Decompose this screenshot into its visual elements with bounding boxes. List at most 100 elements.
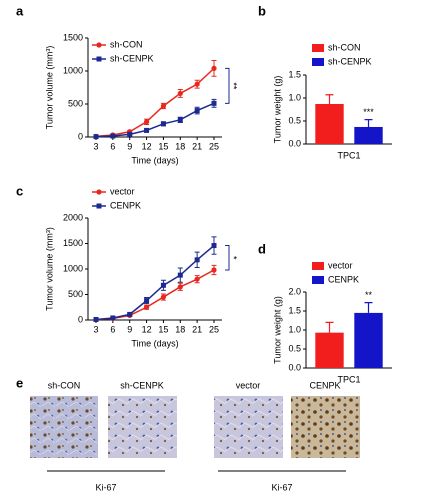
ihc-images [30,396,360,472]
marker-label: Ki-67 [271,482,292,492]
x-tick-label: 9 [127,324,132,334]
bar [354,312,383,368]
x-tick-label: 18 [175,324,185,334]
panel-label: d [258,241,266,256]
significance-bracket [225,67,230,104]
y-tick-label: 500 [68,289,83,299]
image-label: sh-CON [48,380,81,390]
legend-label: CENPK [110,200,141,210]
y-tick-label: 500 [68,98,83,108]
legend-label: vector [110,186,135,196]
y-tick-label: 0 [78,314,83,324]
y-axis-label: Tumor volume (mm³) [44,46,54,130]
ihc-image [108,396,177,458]
error-bar [364,119,373,127]
marker-label: Ki-67 [95,482,116,492]
y-tick-label: 1500 [63,238,83,248]
marker [127,311,133,317]
bar [315,103,344,144]
marker [143,304,150,310]
legend-label: CENPK [328,274,359,284]
x-tick-label: 21 [192,141,202,151]
x-tick-label: 18 [175,141,185,151]
x-tick-label: 25 [209,141,219,151]
marker [144,298,150,304]
y-tick-label: 0.0 [288,362,301,372]
x-tick-label: 12 [142,141,152,151]
y-axis-label: Tumor weight (g) [272,76,282,144]
marker [160,103,167,109]
panel-label: c [16,183,23,198]
significance: * [229,256,239,260]
panel-label: a [16,3,24,18]
y-tick-label: 0.5 [288,343,301,353]
ihc-image [214,396,283,458]
marker [211,267,217,273]
legend-swatch [312,58,324,66]
ihc-image [291,396,360,458]
marker [160,282,166,288]
marker [160,294,167,300]
x-tick-label: 25 [209,324,219,334]
marker [177,284,183,290]
y-tick-label: 2.0 [288,286,301,296]
legend-swatch [312,276,324,284]
x-tick-label: 6 [110,324,115,334]
y-axis-label: Tumor weight (g) [272,296,282,364]
legend-marker [96,203,102,209]
marker [211,100,217,106]
y-axis-label: Tumor volume (mm³) [44,227,54,311]
legend-marker [96,56,102,62]
y-tick-label: 1000 [63,65,83,75]
series-line [95,102,215,138]
legend-swatch [312,262,324,270]
x-tick-label: TPC1 [337,374,360,384]
x-tick-label: 6 [110,141,115,151]
significance: *** [363,107,374,117]
legend-swatch [312,44,324,52]
significance: ** [365,290,373,300]
marker [194,81,200,87]
image-label: sh-CENPK [120,380,164,390]
marker [93,316,99,322]
marker [194,108,200,114]
y-tick-label: 1.0 [288,92,301,102]
marker [127,131,133,137]
y-tick-label: 1.5 [288,69,301,79]
ihc-image [30,396,98,458]
legend-label: sh-CON [110,39,143,49]
error-bar [325,94,334,104]
series-line [95,67,215,138]
y-tick-label: 0.5 [288,115,301,125]
legend-marker [96,42,102,48]
marker [177,90,183,97]
x-tick-label: 3 [93,141,98,151]
marker [110,133,116,139]
x-tick-label: 15 [158,324,168,334]
marker [110,315,116,321]
marker [144,127,150,133]
image-label: vector [236,380,261,390]
significance-bracket [225,245,230,271]
marker [194,276,200,282]
marker [93,134,99,140]
legend-label: vector [328,260,353,270]
y-tick-label: 1.5 [288,305,301,315]
significance: ** [229,82,239,90]
x-tick-label: TPC1 [337,150,360,160]
marker [194,257,200,263]
legend-label: sh-CON [328,42,361,52]
y-tick-label: 1000 [63,263,83,273]
x-axis-label: Time (days) [131,155,178,165]
marker [177,117,183,123]
marker [177,272,183,278]
x-axis-label: Time (days) [131,338,178,348]
bar [315,332,344,368]
marker [160,121,166,127]
y-tick-label: 0.0 [288,138,301,148]
series-line [95,244,215,321]
y-tick-label: 1.0 [288,324,301,334]
y-tick-label: 0 [78,131,83,141]
marker [211,243,217,249]
